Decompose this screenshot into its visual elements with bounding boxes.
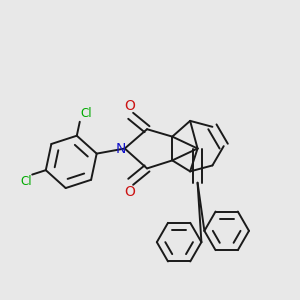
Text: O: O — [124, 99, 135, 113]
Text: Cl: Cl — [20, 176, 32, 188]
Text: Cl: Cl — [80, 107, 92, 120]
Text: O: O — [124, 185, 135, 199]
Text: N: N — [116, 142, 126, 156]
